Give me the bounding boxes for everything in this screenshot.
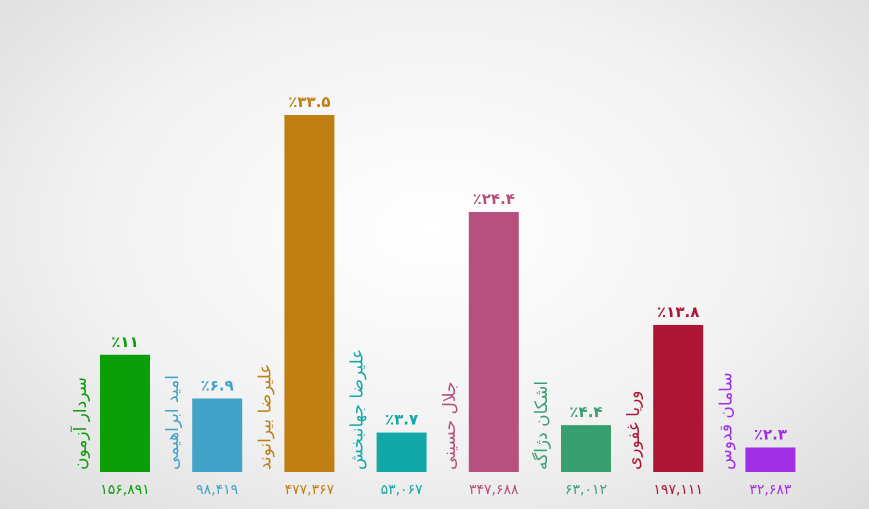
vote-label: ۹۸,۴۱۹ [196, 482, 238, 498]
vote-label: ۳۲,۶۸۳ [749, 482, 792, 498]
vote-label: ۳۴۷,۶۸۸ [469, 482, 519, 498]
bar [468, 211, 519, 472]
vote-label: ۱۹۷,۱۱۱ [653, 482, 703, 498]
category-label: جلال حسینی [440, 381, 460, 470]
category-label: علیرضا جهانبخش [348, 349, 368, 470]
value-label: ٪۲.۳ [754, 425, 787, 443]
value-label: ٪۱۱ [111, 333, 138, 351]
category-label: وریا غفوری [624, 390, 644, 470]
category-label: سردار آزمون [69, 377, 91, 470]
bar [284, 115, 335, 472]
vote-label: ۶۳,۰۱۲ [565, 482, 607, 498]
category-label: اشکان دژاگه [531, 381, 552, 470]
bar [100, 354, 150, 472]
value-label: ٪۴.۴ [569, 403, 602, 421]
bar [653, 324, 704, 472]
bar [192, 398, 243, 472]
bar [561, 425, 611, 472]
value-label: ٪۶.۹ [201, 376, 234, 394]
vote-label: ۵۳,۰۶۷ [381, 482, 424, 498]
category-label: امید ابراهیمی [163, 375, 183, 470]
value-label: ٪۳.۷ [385, 411, 418, 429]
bar [376, 432, 427, 472]
vote-label: ۴۷۷,۳۶۷ [285, 482, 335, 498]
category-label: سامان قدوس [716, 372, 736, 470]
value-label: ٪۱۳.۸ [657, 303, 699, 321]
value-label: ٪۲۴.۴ [473, 190, 515, 208]
vote-label: ۱۵۶,۸۹۱ [100, 482, 150, 498]
value-label: ٪۳۳.۵ [288, 93, 330, 111]
category-label: علیرضا بیرانوند [255, 364, 275, 470]
bar [745, 447, 796, 472]
